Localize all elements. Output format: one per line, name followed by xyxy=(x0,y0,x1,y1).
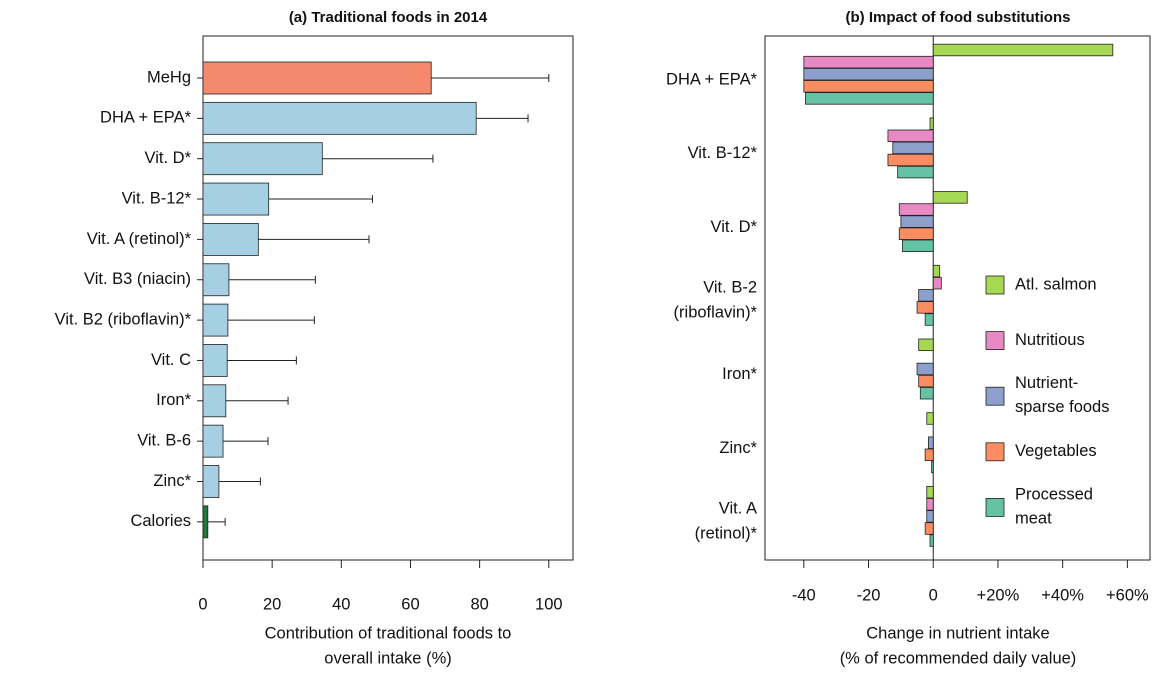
bar xyxy=(887,153,934,167)
bar xyxy=(918,338,934,352)
bar xyxy=(918,374,934,388)
bar xyxy=(898,227,934,240)
y-tick-label: DHA + EPA* xyxy=(100,109,192,127)
bar xyxy=(202,222,259,256)
y-tick-label: Vit. D* xyxy=(711,218,758,236)
x-tick-label: +40% xyxy=(1041,586,1084,604)
x-tick-label: 40 xyxy=(332,595,350,613)
bar xyxy=(919,386,934,400)
bar xyxy=(900,215,934,228)
legend-label: Atl. salmon xyxy=(1015,275,1097,293)
y-tick-label: Vit. B-6 xyxy=(137,432,191,450)
y-tick-label: MeHg xyxy=(147,68,191,86)
y-tick-label: Vit. B-12* xyxy=(122,189,192,207)
bar xyxy=(932,264,941,278)
legend-swatch xyxy=(985,497,1005,517)
x-axis-label: Contribution of traditional foods to over… xyxy=(265,625,512,668)
legend-label: Nutrient-sparse foods xyxy=(1015,375,1109,417)
bar xyxy=(805,92,934,105)
x-tick-label: +60% xyxy=(1106,586,1149,604)
bar xyxy=(924,522,934,535)
legend-swatch xyxy=(985,331,1005,351)
chart-title: (b) Impact of food substitutions xyxy=(846,9,1071,26)
y-tick-label: Iron* xyxy=(156,391,191,409)
bar xyxy=(897,165,934,179)
bar xyxy=(926,412,934,425)
plot-frame-a xyxy=(202,35,574,561)
bar xyxy=(916,301,934,314)
bar xyxy=(916,362,934,376)
bar xyxy=(202,424,224,458)
y-tick-label: Vit. A (retinol)* xyxy=(695,500,758,543)
bar xyxy=(202,505,209,539)
bar xyxy=(932,191,968,204)
bar xyxy=(887,129,934,143)
bar xyxy=(202,344,228,377)
bar xyxy=(918,289,934,302)
legend-swatch xyxy=(985,442,1005,462)
chart-title: (a) Traditional foods in 2014 xyxy=(289,9,488,26)
legend-swatch xyxy=(985,386,1005,406)
bar xyxy=(931,460,934,474)
y-tick-label: Vit. B2 (riboflavin)* xyxy=(55,310,192,328)
y-tick-label: Calories xyxy=(130,512,191,530)
legend-label: Nutritious xyxy=(1015,331,1085,349)
y-tick-label: Iron* xyxy=(722,365,757,383)
bar xyxy=(929,534,934,547)
bar xyxy=(927,436,934,449)
legend-swatch xyxy=(985,275,1005,295)
bar xyxy=(929,117,934,130)
x-tick-label: -20 xyxy=(857,586,881,604)
bar xyxy=(892,141,934,155)
x-tick-label: 100 xyxy=(535,595,563,613)
bar xyxy=(932,43,1114,57)
y-tick-label: Zinc* xyxy=(719,439,757,457)
bar xyxy=(803,80,934,93)
bar xyxy=(926,510,934,523)
bar xyxy=(202,101,477,135)
y-tick-label: DHA + EPA* xyxy=(666,70,758,88)
y-tick-label: Vit. B-2 (riboflavin)* xyxy=(674,279,758,322)
bar xyxy=(202,61,432,95)
x-tick-label: 0 xyxy=(929,586,938,604)
bar xyxy=(924,448,934,462)
bar xyxy=(926,498,934,511)
x-tick-label: +20% xyxy=(977,586,1020,604)
y-tick-label: Vit. B3 (niacin) xyxy=(84,270,191,288)
bar xyxy=(202,263,230,297)
bar xyxy=(202,182,270,216)
bar xyxy=(926,485,934,499)
x-tick-label: 0 xyxy=(198,595,207,613)
y-tick-label: Zinc* xyxy=(153,472,191,490)
y-tick-label: Vit. B-12* xyxy=(688,144,758,162)
x-tick-label: 20 xyxy=(263,595,281,613)
bar xyxy=(202,384,227,418)
bar xyxy=(202,142,323,176)
bar xyxy=(803,68,934,81)
legend-label: Processed meat xyxy=(1015,486,1093,528)
plot-frame-b xyxy=(764,35,1151,561)
bar xyxy=(898,203,934,216)
x-axis-label: Change in nutrient intake (% of recommend… xyxy=(840,625,1077,668)
x-tick-label: 60 xyxy=(401,595,419,613)
y-tick-label: Vit. D* xyxy=(145,149,192,167)
x-tick-label: 80 xyxy=(470,595,488,613)
y-tick-label: Vit. A (retinol)* xyxy=(87,230,192,248)
bar xyxy=(202,465,220,498)
x-tick-label: -40 xyxy=(792,586,816,604)
bar xyxy=(803,55,934,69)
bar xyxy=(924,313,934,326)
bar xyxy=(902,239,934,253)
y-tick-label: Vit. C xyxy=(151,351,191,369)
bar xyxy=(202,303,229,337)
legend-label: Vegetables xyxy=(1015,442,1097,460)
bar xyxy=(932,276,942,290)
